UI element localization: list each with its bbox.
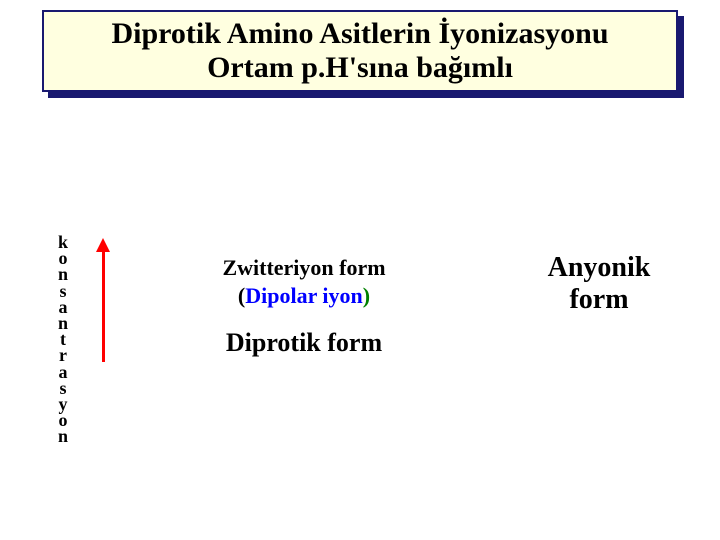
- anyonik-line-2: form: [569, 284, 628, 315]
- diprotik-line: Diprotik form: [174, 327, 434, 360]
- vertical-axis-label: konsantrasyon: [58, 234, 68, 444]
- anyonik-line-1: Anyonik: [548, 252, 651, 283]
- title-line-1: Diprotik Amino Asitlerin İyonizasyonu: [111, 17, 608, 50]
- arrow-shaft: [102, 252, 105, 362]
- title-box: Diprotik Amino Asitlerin İyonizasyonu Or…: [42, 10, 678, 92]
- arrow-head-icon: [96, 238, 110, 252]
- up-arrow: [96, 238, 110, 362]
- zwitteriyon-line-1: Zwitteriyon form: [174, 254, 434, 282]
- slide: Diprotik Amino Asitlerin İyonizasyonu Or…: [0, 0, 720, 540]
- anyonik-text: Anyonik form: [514, 252, 684, 316]
- vertical-axis-letter: n: [58, 428, 68, 444]
- title-line-2: Ortam p.H'sına bağımlı: [207, 51, 513, 84]
- dipolar-iyon-text: Dipolar iyon: [245, 283, 363, 308]
- title-text: Diprotik Amino Asitlerin İyonizasyonu Or…: [111, 17, 608, 86]
- paren-right: ): [363, 283, 370, 308]
- center-text-block: Zwitteriyon form (Dipolar iyon) Diprotik…: [174, 254, 434, 360]
- zwitteriyon-line-2: (Dipolar iyon): [174, 282, 434, 310]
